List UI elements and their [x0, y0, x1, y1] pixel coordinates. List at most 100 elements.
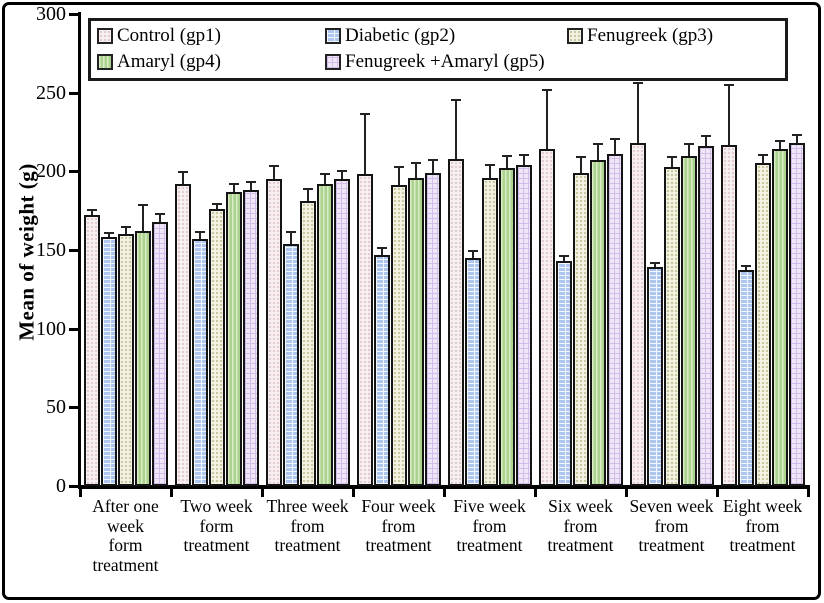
error-bar-line	[141, 204, 144, 231]
error-bar-cap	[575, 156, 586, 158]
bar-diabetic-gp2-week4	[373, 255, 390, 486]
error-bar-cap	[484, 164, 495, 166]
error-bar-line	[363, 113, 366, 174]
error-bar-cap	[245, 181, 256, 183]
y-tick-mark	[69, 485, 80, 488]
error-bar-line	[545, 89, 548, 149]
error-bar-cap	[558, 255, 569, 257]
error-bar-cap	[501, 155, 512, 157]
bar-diabetic-gp2-week5	[464, 258, 481, 486]
error-bar-line	[198, 231, 201, 239]
bar-control-gp1-week8	[720, 145, 737, 486]
error-bar-cap	[683, 143, 694, 145]
x-category-label-line: After one	[92, 496, 159, 516]
error-bar-line	[454, 99, 457, 159]
error-bar-line	[505, 155, 508, 168]
bar-control-gp1-week4	[356, 174, 373, 486]
error-bar-line	[744, 265, 747, 270]
x-axis-line	[78, 485, 810, 489]
x-category-label-line: treatment	[456, 535, 523, 555]
error-bar-line	[687, 143, 690, 156]
error-bar-cap	[359, 113, 370, 115]
legend-swatch-fenugreek-amaryl-gp5	[325, 54, 341, 70]
x-category-label-line: form	[108, 535, 143, 555]
bar-fenugreek-gp3-week1	[117, 234, 134, 486]
error-bar-line	[431, 159, 434, 173]
bar-amaryl-gp4-week3	[316, 184, 333, 486]
bar-control-gp1-week3	[265, 179, 282, 486]
error-bar-cap	[285, 231, 296, 233]
x-tick-mark	[78, 487, 82, 497]
error-bar-line	[158, 213, 161, 222]
x-category-label-line: Six week	[548, 496, 613, 516]
x-category-label-line: Three week	[266, 496, 349, 516]
bar-amaryl-gp4-week5	[498, 168, 515, 486]
legend-swatch-control-gp1	[97, 28, 113, 44]
error-bar-cap	[723, 84, 734, 86]
x-category-label-line: from	[745, 515, 780, 536]
bar-fenugreek-amaryl-gp5-week6	[606, 154, 623, 486]
legend-label: Control (gp1)	[117, 25, 221, 46]
error-bar-line	[653, 262, 656, 267]
bar-diabetic-gp2-week6	[555, 261, 572, 486]
y-tick-mark	[69, 327, 80, 331]
error-bar-line	[522, 154, 525, 165]
x-category-label-line: treatment	[547, 535, 614, 555]
x-category-label-line: week	[107, 515, 144, 536]
error-bar-line	[272, 165, 275, 179]
error-bar-cap	[268, 165, 279, 167]
x-category-label-line: from	[472, 515, 507, 536]
y-tick-label: 50	[46, 396, 66, 419]
x-category-label-line: Four week	[361, 496, 436, 516]
legend-swatch-fenugreek-gp3	[567, 28, 583, 44]
x-category-label: Seven week from treatment	[626, 496, 717, 556]
error-bar-line	[289, 231, 292, 244]
y-tick-label: 100	[36, 317, 66, 340]
error-bar-line	[340, 170, 343, 179]
error-bar-line	[778, 140, 781, 149]
bar-fenugreek-amaryl-gp5-week1	[151, 222, 168, 486]
error-bar-cap	[592, 143, 603, 145]
y-tick-mark	[69, 406, 80, 410]
legend-label: Amaryl (gp4)	[117, 51, 221, 72]
error-bar-cap	[666, 156, 677, 158]
x-category-label-line: from	[290, 515, 325, 536]
error-bar-cap	[120, 226, 131, 228]
error-bar-cap	[427, 159, 438, 161]
error-bar-cap	[393, 166, 404, 168]
legend-label: Diabetic (gp2)	[345, 25, 456, 46]
error-bar-cap	[541, 89, 552, 91]
y-tick-label: 150	[36, 239, 66, 261]
bar-diabetic-gp2-week8	[737, 270, 754, 486]
x-category-label-line: treatment	[638, 535, 705, 555]
error-bar-cap	[154, 213, 165, 215]
bar-control-gp1-week7	[629, 143, 646, 486]
bar-fenugreek-gp3-week2	[208, 209, 225, 486]
bar-fenugreek-gp3-week8	[754, 163, 771, 486]
bar-diabetic-gp2-week1	[100, 237, 117, 486]
error-bar-line	[670, 156, 673, 167]
error-bar-cap	[228, 183, 239, 185]
error-bar-cap	[757, 154, 768, 156]
legend-item-control-gp1: Control (gp1)	[97, 23, 325, 49]
bar-control-gp1-week2	[174, 184, 191, 486]
error-bar-line	[761, 154, 764, 163]
x-category-label: Eight week from treatment	[717, 496, 808, 556]
bar-fenugreek-gp3-week6	[572, 173, 589, 486]
error-bar-line	[795, 134, 798, 143]
error-bar-cap	[319, 173, 330, 175]
x-tick-mark	[442, 487, 446, 497]
x-category-label-line: from	[381, 515, 416, 536]
error-bar-line	[562, 255, 565, 261]
bar-amaryl-gp4-week6	[589, 160, 606, 486]
error-bar-cap	[211, 203, 222, 205]
legend-swatch-amaryl-gp4	[97, 54, 113, 70]
bar-diabetic-gp2-week2	[191, 239, 208, 486]
error-bar-cap	[609, 138, 620, 140]
x-category-label: Two week form treatment	[171, 496, 262, 556]
x-category-label-line: Five week	[453, 496, 526, 516]
bar-fenugreek-gp3-week3	[299, 201, 316, 486]
x-category-label-line: from	[563, 515, 598, 536]
x-category-label-line: treatment	[183, 535, 250, 555]
bar-amaryl-gp4-week8	[771, 149, 788, 486]
